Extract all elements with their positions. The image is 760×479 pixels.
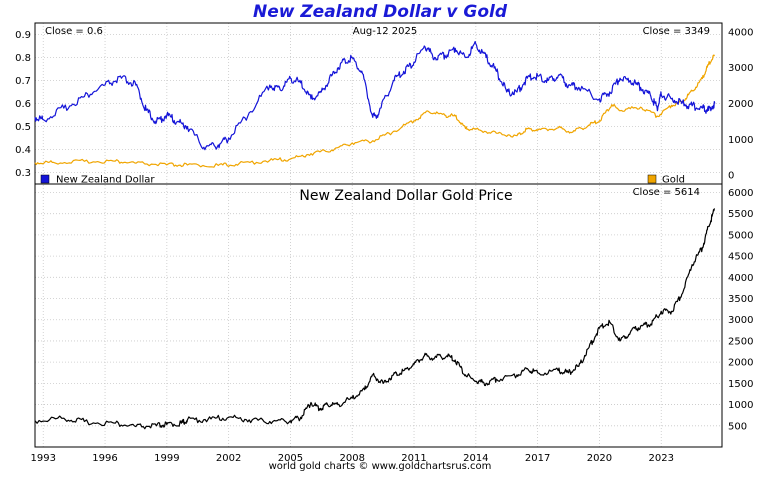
date-label: Aug-12 2025 bbox=[353, 26, 418, 37]
y-tick-label-right: 6000 bbox=[728, 188, 753, 199]
y-tick-label-left: 0.8 bbox=[15, 53, 31, 64]
y-tick-label-right: 1500 bbox=[728, 379, 753, 390]
y-tick-label-left: 0.6 bbox=[15, 99, 31, 110]
y-tick-label-left: 0.4 bbox=[15, 145, 31, 156]
x-tick-label: 1996 bbox=[92, 453, 117, 464]
x-tick-label: 1993 bbox=[31, 453, 56, 464]
bottom-panel-title: New Zealand Dollar Gold Price bbox=[299, 188, 512, 204]
y-tick-label-right: 5500 bbox=[728, 209, 753, 220]
x-tick-label: 2023 bbox=[649, 453, 674, 464]
y-tick-label-right: 1000 bbox=[728, 400, 753, 411]
y-tick-label-left: 0.7 bbox=[15, 76, 31, 87]
x-tick-label: 2014 bbox=[463, 453, 488, 464]
x-tick-label: 2011 bbox=[401, 453, 426, 464]
legend-label-gold: Gold bbox=[662, 175, 685, 186]
y-tick-label-right: 0 bbox=[728, 171, 734, 182]
y-tick-label-right: 4000 bbox=[728, 27, 753, 38]
legend-swatch-nzd bbox=[40, 174, 50, 184]
credit-text: world gold charts © www.goldchartsrus.co… bbox=[268, 461, 492, 472]
top-panel-frame bbox=[34, 22, 723, 185]
chart-title: New Zealand Dollar v Gold bbox=[252, 2, 508, 22]
y-tick-label-right: 4000 bbox=[728, 273, 753, 284]
y-tick-label-right: 3000 bbox=[728, 63, 753, 74]
nzd-gold-price-line bbox=[34, 208, 715, 430]
x-tick-label: 2020 bbox=[587, 453, 612, 464]
y-tick-label-right: 2000 bbox=[728, 99, 753, 110]
close-label-right: Close = 3349 bbox=[643, 26, 710, 37]
y-tick-label-right: 2000 bbox=[728, 358, 753, 369]
close-label-left: Close = 0.6 bbox=[45, 26, 103, 37]
x-tick-label: 1999 bbox=[154, 453, 179, 464]
nzd-series-line bbox=[34, 40, 716, 151]
x-tick-label: 2008 bbox=[340, 453, 365, 464]
y-tick-label-right: 3000 bbox=[728, 315, 753, 326]
y-tick-label-right: 1000 bbox=[728, 135, 753, 146]
x-tick-label: 2017 bbox=[525, 453, 550, 464]
y-tick-label-right: 3500 bbox=[728, 294, 753, 305]
y-tick-label-right: 4500 bbox=[728, 252, 753, 263]
y-tick-label-right: 500 bbox=[728, 421, 747, 432]
x-tick-label: 2005 bbox=[278, 453, 303, 464]
y-tick-label-right: 2500 bbox=[728, 336, 753, 347]
close-label-bottom: Close = 5614 bbox=[633, 187, 700, 198]
bottom-panel-frame bbox=[34, 183, 723, 448]
gold-series-line bbox=[34, 54, 715, 168]
y-tick-label-left: 0.3 bbox=[15, 168, 31, 179]
legend-swatch-gold bbox=[647, 174, 657, 184]
y-tick-label-left: 0.9 bbox=[15, 30, 31, 41]
y-tick-label-left: 0.5 bbox=[15, 122, 31, 133]
y-tick-label-right: 5000 bbox=[728, 230, 753, 241]
legend-label-nzd: New Zealand Dollar bbox=[56, 175, 155, 186]
x-tick-label: 2002 bbox=[216, 453, 241, 464]
